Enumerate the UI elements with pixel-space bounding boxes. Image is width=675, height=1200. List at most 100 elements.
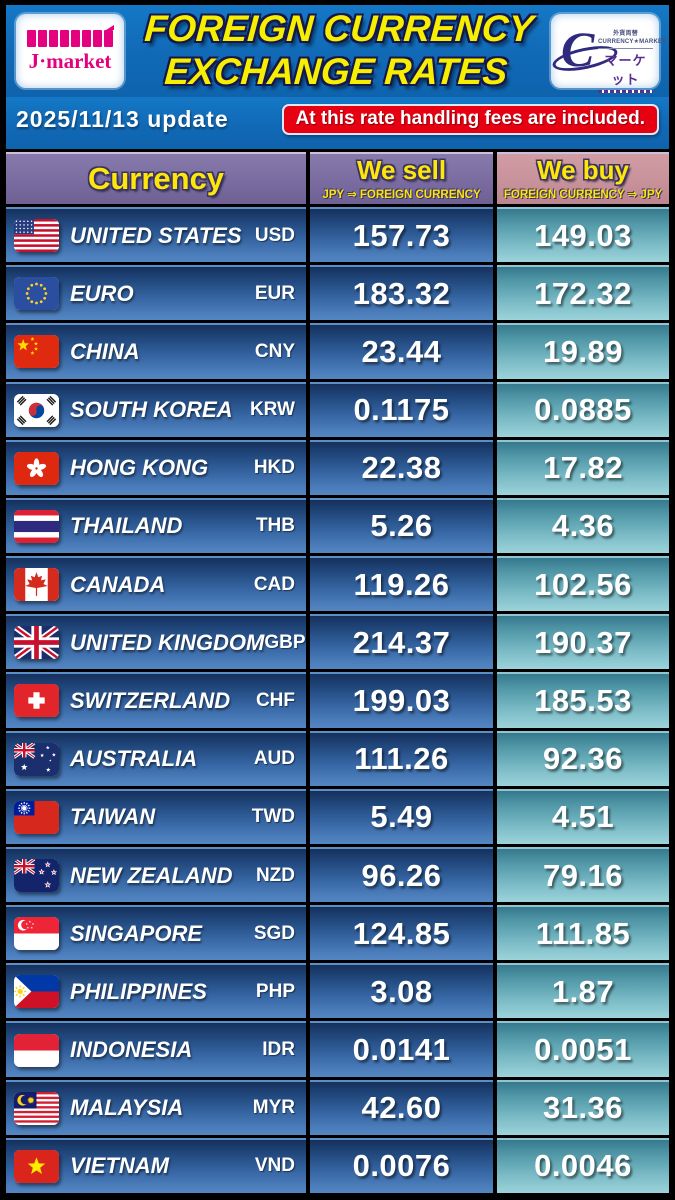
country-name: SOUTH KOREA: [70, 397, 233, 423]
currency-code: CHF: [255, 689, 295, 711]
buy-rate: 172.32: [534, 275, 632, 311]
currency-cell: CANADA CAD: [6, 556, 306, 612]
buy-rate: 111.85: [535, 915, 631, 951]
ph-flag-icon: [14, 975, 59, 1009]
sell-rate: 157.73: [352, 217, 451, 253]
currency-code: HKD: [253, 457, 295, 479]
column-header-sell: We sell JPY ⇒ FOREIGN CURRENCY: [310, 152, 493, 204]
sell-rate-cell: 0.0141: [310, 1021, 493, 1077]
country-name: UNITED KINGDOM: [70, 629, 265, 655]
buy-rate-cell: 149.03: [497, 207, 669, 263]
sell-rate: 214.37: [352, 624, 451, 660]
currency-cell: SOUTH KOREA KRW: [6, 381, 306, 437]
buy-rate: 0.0885: [534, 392, 632, 428]
sell-rate: 96.26: [361, 857, 442, 893]
country-name: VIETNAM: [70, 1153, 169, 1179]
sell-rate-cell: 119.26: [310, 556, 493, 612]
currency-market-logo: C 外貨両替 CURRENCY★MARKET マーケット: [550, 14, 666, 93]
buy-rate: 190.37: [534, 624, 632, 660]
currency-cell: TAIWAN TWD: [6, 788, 306, 844]
country-name: AUSTRALIA: [70, 746, 198, 772]
country-name: PHILIPPINES: [70, 978, 207, 1004]
currency-code: MYR: [252, 1097, 295, 1119]
country-name: MALAYSIA: [70, 1095, 184, 1121]
country-name: SWITZERLAND: [70, 687, 231, 713]
sell-rate-cell: 111.26: [310, 730, 493, 786]
sell-rate: 111.26: [354, 741, 449, 777]
buy-rate-cell: 1.87: [497, 963, 669, 1019]
currency-cell: UNITED KINGDOM GBP: [6, 614, 306, 670]
title-line-2: EXCHANGE RATES: [163, 51, 509, 92]
currency-market-bar-icon: [598, 89, 653, 93]
sell-rate: 23.44: [361, 333, 442, 369]
id-flag-icon: [14, 1033, 59, 1067]
ch-flag-icon: [14, 684, 59, 718]
currency-code: VND: [254, 1155, 295, 1177]
currency-code: THB: [255, 515, 295, 537]
buy-rate-cell: 172.32: [497, 265, 669, 321]
currency-code: CAD: [253, 573, 295, 595]
country-name: NEW ZEALAND: [70, 862, 233, 888]
currency-market-kana-text: マーケット: [604, 52, 647, 87]
buy-rate-cell: 4.36: [497, 497, 669, 554]
buy-rate-cell: 190.37: [497, 614, 669, 670]
th-flag-icon: [14, 509, 59, 543]
sell-rate: 3.08: [370, 973, 433, 1009]
currency-cell: THAILAND THB: [6, 497, 306, 554]
gb-flag-icon: [14, 626, 59, 660]
sell-rate-cell: 199.03: [310, 672, 493, 728]
currency-cell: CHINA CNY: [6, 323, 306, 379]
buy-rate: 0.0051: [534, 1032, 632, 1068]
sell-rate-cell: 183.32: [310, 265, 493, 321]
sell-rate-cell: 5.49: [310, 788, 493, 844]
currency-code: SGD: [253, 922, 295, 944]
currency-cell: MALAYSIA MYR: [6, 1079, 306, 1135]
buy-rate-cell: 79.16: [497, 846, 669, 903]
sell-rate: 199.03: [352, 682, 451, 718]
country-name: HONG KONG: [70, 455, 209, 481]
sell-rate: 0.1175: [353, 392, 450, 428]
buy-rate-cell: 31.36: [497, 1079, 669, 1135]
sell-rate: 22.38: [361, 450, 442, 486]
currency-code: KRW: [249, 399, 295, 421]
buy-rate-cell: 17.82: [497, 439, 669, 495]
buy-rate-cell: 4.51: [497, 788, 669, 844]
sell-rate: 5.26: [370, 508, 433, 544]
currency-code: NZD: [255, 864, 295, 886]
buy-rate: 4.51: [551, 799, 615, 835]
sell-rate-cell: 3.08: [310, 963, 493, 1019]
currency-cell: SWITZERLAND CHF: [6, 672, 306, 728]
us-flag-icon: [14, 219, 59, 253]
column-header-currency: Currency: [6, 152, 306, 204]
currency-code: PHP: [255, 980, 295, 1002]
title-line-1: FOREIGN CURRENCY: [143, 8, 535, 50]
currency-code: AUD: [253, 748, 295, 770]
sell-rate: 183.32: [352, 275, 451, 311]
currency-cell: HONG KONG HKD: [6, 439, 306, 495]
page-title: FOREIGN CURRENCY EXCHANGE RATES: [127, 8, 548, 93]
buy-rate: 102.56: [534, 566, 632, 602]
country-name: THAILAND: [70, 513, 183, 539]
tw-flag-icon: [14, 800, 59, 834]
sell-rate-cell: 23.44: [310, 323, 493, 379]
hk-flag-icon: [14, 451, 59, 485]
currency-code: IDR: [262, 1039, 295, 1061]
country-name: CANADA: [70, 571, 166, 597]
column-header-buy-subtitle: FOREIGN CURRENCY ⇒ JPY: [503, 188, 663, 201]
currency-cell: VIETNAM VND: [6, 1137, 306, 1193]
fees-notice-banner: At this rate handling fees are included.: [281, 103, 659, 135]
currency-cell: NEW ZEALAND NZD: [6, 846, 306, 903]
currency-market-small-text: 外貨両替 CURRENCY★MARKET: [598, 31, 666, 49]
buy-rate: 0.0046: [534, 1148, 632, 1184]
buy-rate: 79.16: [542, 857, 624, 893]
buy-rate: 31.36: [542, 1090, 624, 1126]
sell-rate: 5.49: [370, 799, 433, 835]
country-name: SINGAPORE: [70, 920, 203, 946]
buy-rate-cell: 102.56: [497, 556, 669, 612]
sell-rate: 0.0076: [352, 1148, 451, 1184]
nz-flag-icon: [14, 859, 59, 893]
country-name: INDONESIA: [70, 1037, 193, 1063]
column-header-buy: We buy FOREIGN CURRENCY ⇒ JPY: [497, 152, 669, 204]
country-name: UNITED STATES: [70, 222, 242, 248]
sell-rate-cell: 124.85: [310, 905, 493, 961]
